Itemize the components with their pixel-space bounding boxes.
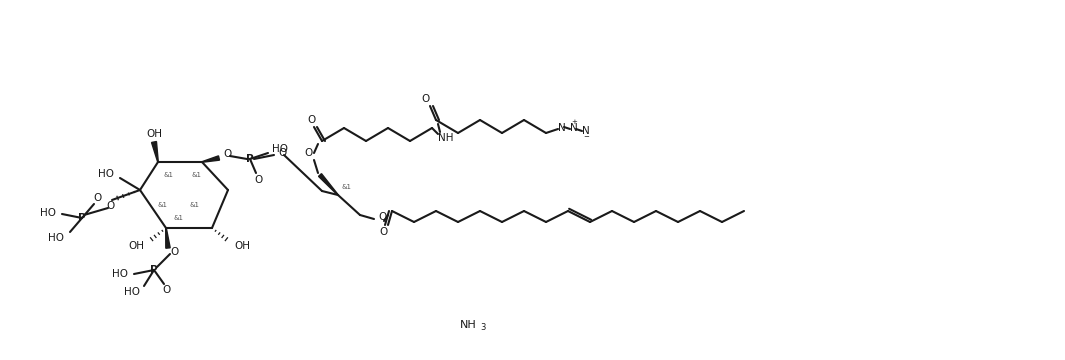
Polygon shape	[151, 141, 159, 162]
Text: OH: OH	[146, 129, 162, 139]
Text: NH: NH	[439, 133, 454, 143]
Text: O: O	[170, 247, 178, 257]
Text: &1: &1	[341, 184, 351, 190]
Text: N: N	[558, 123, 566, 133]
Text: −: −	[583, 134, 589, 140]
Polygon shape	[166, 228, 170, 248]
Text: P: P	[246, 154, 253, 164]
Text: +: +	[571, 119, 577, 125]
Text: &1: &1	[157, 202, 167, 208]
Text: N: N	[583, 126, 590, 136]
Text: O: O	[378, 212, 387, 222]
Text: HO: HO	[272, 144, 288, 154]
Text: HO: HO	[124, 287, 140, 297]
Text: O: O	[105, 201, 114, 211]
Text: HO: HO	[112, 269, 128, 279]
Text: 3: 3	[480, 324, 486, 333]
Text: HO: HO	[98, 169, 114, 179]
Text: &1: &1	[189, 202, 199, 208]
Text: O: O	[253, 175, 262, 185]
Text: HO: HO	[40, 208, 56, 218]
Text: N: N	[570, 123, 578, 133]
Text: OH: OH	[234, 241, 250, 251]
Text: &1: &1	[173, 215, 183, 221]
Text: O: O	[162, 285, 170, 295]
Text: O: O	[379, 227, 387, 237]
Text: O: O	[278, 148, 286, 158]
Text: P: P	[150, 265, 158, 275]
Text: O: O	[304, 148, 312, 158]
Text: O: O	[93, 193, 101, 203]
Text: O: O	[223, 149, 231, 159]
Text: NH: NH	[460, 320, 476, 330]
Text: OH: OH	[128, 241, 144, 251]
Text: P: P	[78, 213, 86, 223]
Text: O: O	[307, 115, 315, 125]
Text: &1: &1	[163, 172, 173, 178]
Text: &1: &1	[191, 172, 201, 178]
Text: O: O	[421, 94, 429, 104]
Polygon shape	[318, 174, 339, 195]
Text: HO: HO	[48, 233, 64, 243]
Polygon shape	[202, 156, 219, 162]
